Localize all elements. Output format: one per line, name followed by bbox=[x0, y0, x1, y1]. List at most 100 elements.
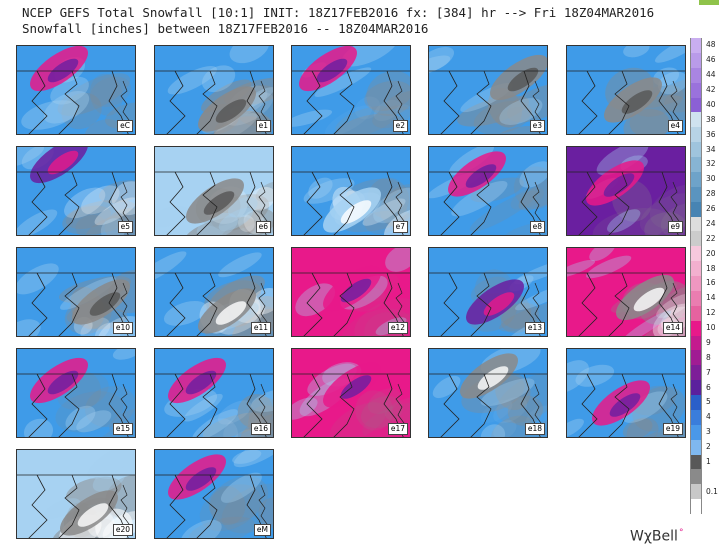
colorbar-cell bbox=[690, 186, 702, 202]
colorbar-tick-label: 7 bbox=[706, 367, 711, 377]
snowfall-map bbox=[17, 450, 135, 538]
ensemble-panel-e14: e14 bbox=[566, 247, 686, 337]
colorbar-cell bbox=[690, 261, 702, 277]
snowfall-map bbox=[155, 46, 273, 134]
colorbar-tick-label: 26 bbox=[706, 204, 716, 214]
snowfall-map bbox=[567, 147, 685, 235]
map-subtitle: Snowfall [inches] between 18Z17FEB2016 -… bbox=[22, 21, 429, 36]
ensemble-panel-eC: eC bbox=[16, 45, 136, 135]
panel-label: e18 bbox=[524, 423, 545, 435]
snowfall-map bbox=[292, 46, 410, 134]
map-title: NCEP GEFS Total Snowfall [10:1] INIT: 18… bbox=[22, 5, 655, 20]
panel-label: e3 bbox=[529, 120, 545, 132]
ensemble-panel-e10: e10 bbox=[16, 247, 136, 337]
panel-label: e19 bbox=[662, 423, 683, 435]
panel-label: e10 bbox=[112, 322, 133, 334]
colorbar-cell bbox=[690, 335, 702, 351]
colorbar-cell bbox=[690, 97, 702, 113]
ensemble-panel-e2: e2 bbox=[291, 45, 411, 135]
colorbar-tick-label: 36 bbox=[706, 129, 716, 139]
panel-label: e6 bbox=[255, 221, 271, 233]
colorbar-cell bbox=[690, 142, 702, 158]
ensemble-panel-e3: e3 bbox=[428, 45, 548, 135]
brand-name: WχBell bbox=[630, 528, 678, 545]
ensemble-panel-e13: e13 bbox=[428, 247, 548, 337]
colorbar-tick-label: 22 bbox=[706, 233, 716, 243]
colorbar-tick-label: 12 bbox=[706, 308, 716, 318]
panel-label: e11 bbox=[250, 322, 271, 334]
panel-label: e15 bbox=[112, 423, 133, 435]
snowfall-map bbox=[429, 248, 547, 336]
snowfall-map bbox=[155, 248, 273, 336]
colorbar-cell bbox=[690, 454, 702, 470]
colorbar-cell bbox=[690, 395, 702, 410]
colorbar-cell bbox=[690, 499, 702, 515]
colorbar-cell bbox=[690, 231, 702, 247]
colorbar-tick-label: 24 bbox=[706, 218, 716, 228]
ensemble-panel-e7: e7 bbox=[291, 146, 411, 236]
colorbar-tick-label: 0.1 bbox=[706, 486, 718, 496]
colorbar-tick-label: 42 bbox=[706, 85, 716, 95]
colorbar-cell bbox=[690, 127, 702, 143]
snowfall-map bbox=[292, 349, 410, 437]
colorbar-tick-label: 6 bbox=[706, 382, 711, 392]
colorbar-cell bbox=[690, 67, 702, 83]
colorbar-cell bbox=[690, 157, 702, 172]
corner-accent bbox=[699, 0, 719, 5]
ensemble-panel-e9: e9 bbox=[566, 146, 686, 236]
colorbar-cell bbox=[690, 290, 702, 306]
colorbar-tick-label: 16 bbox=[706, 278, 716, 288]
colorbar-cell bbox=[690, 424, 702, 440]
colorbar-cell bbox=[690, 216, 702, 232]
colorbar-tick-label: 38 bbox=[706, 114, 716, 124]
snowfall-map bbox=[429, 349, 547, 437]
panel-label: e20 bbox=[112, 524, 133, 536]
panel-label: e8 bbox=[529, 221, 545, 233]
ensemble-panel-e18: e18 bbox=[428, 348, 548, 438]
brand-logo: WχBell° bbox=[630, 528, 683, 545]
panel-label: e17 bbox=[387, 423, 408, 435]
colorbar-tick-label: 10 bbox=[706, 323, 716, 333]
panel-label: e4 bbox=[667, 120, 683, 132]
colorbar-tick-label: 3 bbox=[706, 427, 711, 437]
colorbar-tick-label: 9 bbox=[706, 337, 711, 347]
colorbar-cell bbox=[690, 112, 702, 128]
ensemble-panel-e20: e20 bbox=[16, 449, 136, 539]
colorbar-tick-label: 20 bbox=[706, 248, 716, 258]
colorbar-tick-label: 4 bbox=[706, 412, 711, 422]
colorbar-tick-label: 34 bbox=[706, 144, 716, 154]
ensemble-panel-e4: e4 bbox=[566, 45, 686, 135]
colorbar-cell bbox=[690, 380, 702, 396]
colorbar-tick-label: 18 bbox=[706, 263, 716, 273]
colorbar-tick-label: 32 bbox=[706, 159, 716, 169]
panel-label: e13 bbox=[524, 322, 545, 334]
snowfall-map bbox=[17, 349, 135, 437]
colorbar-tick-label: 40 bbox=[706, 99, 716, 109]
snowfall-map bbox=[567, 248, 685, 336]
colorbar-tick-label: 8 bbox=[706, 352, 711, 362]
colorbar-tick-label: 46 bbox=[706, 55, 716, 65]
colorbar-cell bbox=[690, 409, 702, 425]
ensemble-panel-e15: e15 bbox=[16, 348, 136, 438]
ensemble-panel-e11: e11 bbox=[154, 247, 274, 337]
panel-label: e9 bbox=[667, 221, 683, 233]
colorbar-cell bbox=[690, 82, 702, 98]
ensemble-panel-e17: e17 bbox=[291, 348, 411, 438]
colorbar-cell bbox=[690, 305, 702, 321]
colorbar-cell bbox=[690, 171, 702, 187]
colorbar-cell bbox=[690, 484, 702, 500]
colorbar-tick-label: 44 bbox=[706, 70, 716, 80]
colorbar-cell bbox=[690, 201, 702, 217]
colorbar-tick-label: 14 bbox=[706, 293, 716, 303]
panel-label: e12 bbox=[387, 322, 408, 334]
colorbar-cell bbox=[690, 38, 702, 53]
panel-label: eM bbox=[253, 524, 271, 536]
colorbar-cell bbox=[690, 276, 702, 291]
snowfall-map bbox=[429, 46, 547, 134]
panel-label: e14 bbox=[662, 322, 683, 334]
colorbar-tick-label: 5 bbox=[706, 397, 711, 407]
panel-label: e2 bbox=[392, 120, 408, 132]
colorbar-cell bbox=[690, 246, 702, 262]
ensemble-panel-e12: e12 bbox=[291, 247, 411, 337]
colorbar-cell bbox=[690, 365, 702, 381]
